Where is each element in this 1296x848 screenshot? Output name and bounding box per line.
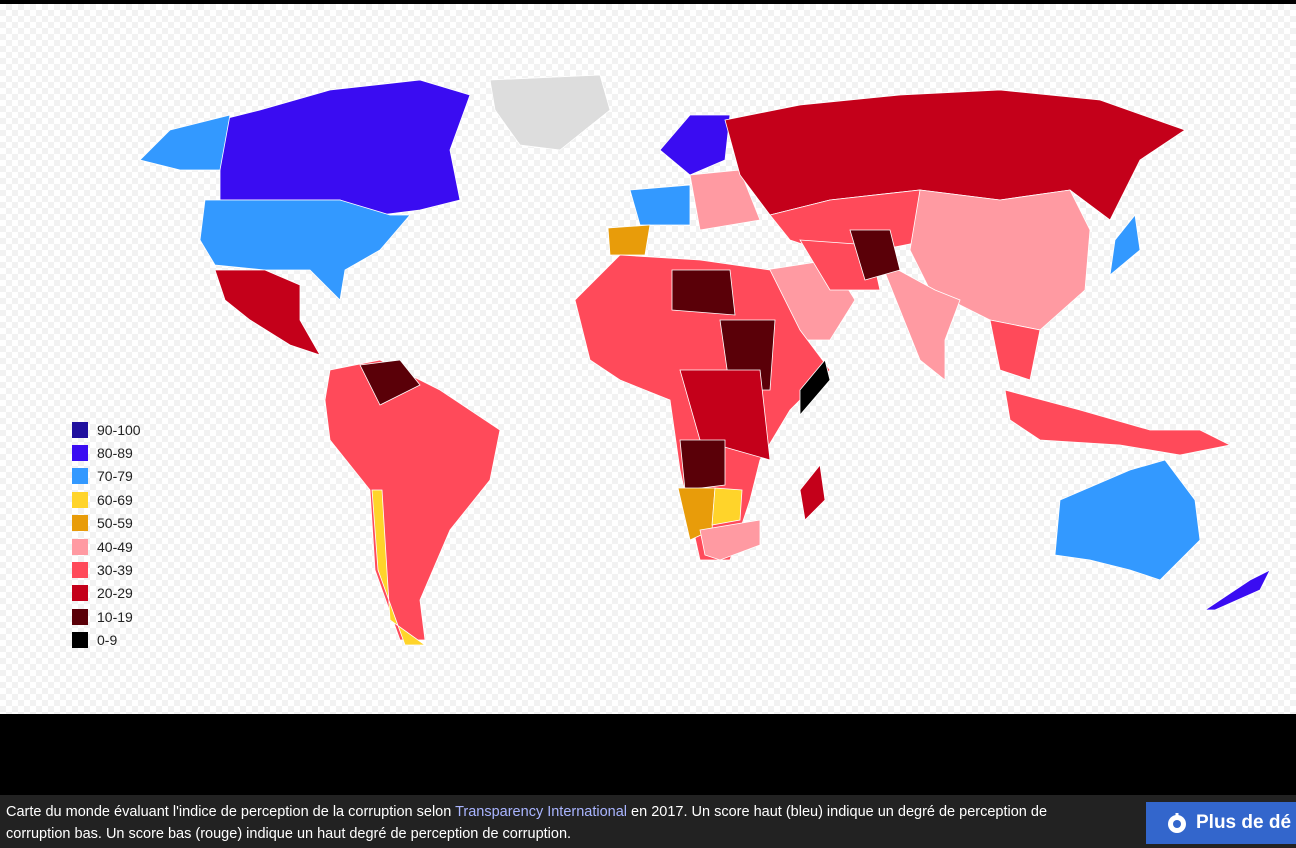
legend-label: 40-49	[97, 538, 133, 555]
caption-link[interactable]: Transparency International	[455, 804, 628, 820]
legend: 90-100 80-89 70-79 60-69 50-59 40-49 30-39 20-2…	[72, 418, 141, 652]
australia	[1054, 459, 1201, 581]
angola	[679, 439, 726, 491]
legend-swatch	[72, 445, 88, 462]
legend-item: 70-79	[72, 465, 141, 488]
button-label: Plus de dé	[1196, 812, 1292, 833]
caption-text: en 2017. Un score haut (bleu) indique un…	[6, 804, 1048, 842]
somalia	[799, 359, 831, 417]
japan	[1109, 214, 1141, 276]
legend-label: 20-29	[97, 585, 133, 602]
legend-item: 20-29	[72, 582, 141, 605]
caption-text: Carte du monde évaluant l'indice de perc…	[6, 804, 456, 820]
legend-swatch	[72, 515, 88, 532]
legend-item: 80-89	[72, 441, 141, 464]
legend-item: 30-39	[72, 558, 141, 581]
world-map	[139, 74, 1271, 646]
legend-label: 80-89	[97, 445, 133, 462]
eastern-europe	[689, 169, 761, 231]
greenland	[489, 74, 611, 151]
legend-swatch	[72, 491, 88, 508]
media-viewer: 90-100 80-89 70-79 60-69 50-59 40-49 30-39 20-2…	[0, 4, 1296, 714]
southeast-asia	[989, 319, 1041, 381]
new-zealand	[1203, 569, 1271, 611]
chile	[371, 489, 427, 646]
caption-bar: Carte du monde évaluant l'indice de perc…	[0, 795, 1296, 848]
china	[909, 189, 1091, 331]
legend-label: 90-100	[97, 421, 141, 438]
legend-swatch	[72, 562, 88, 579]
south-africa	[699, 519, 761, 561]
western-europe	[629, 184, 691, 226]
legend-item: 50-59	[72, 512, 141, 535]
legend-item: 0-9	[72, 629, 141, 652]
spain	[607, 224, 651, 256]
legend-label: 0-9	[97, 632, 118, 649]
details-button[interactable]: Plus de dé	[1146, 802, 1296, 844]
botswana	[711, 487, 743, 526]
legend-label: 60-69	[97, 491, 133, 508]
legend-label: 10-19	[97, 608, 133, 625]
legend-swatch	[72, 468, 88, 485]
caption: Carte du monde évaluant l'indice de perc…	[6, 801, 1076, 845]
legend-label: 30-39	[97, 562, 133, 579]
central-africa	[679, 369, 771, 461]
legend-item: 60-69	[72, 488, 141, 511]
legend-label: 50-59	[97, 515, 133, 532]
canada	[219, 79, 471, 216]
legend-item: 10-19	[72, 605, 141, 628]
legend-label: 70-79	[97, 468, 133, 485]
legend-item: 90-100	[72, 418, 141, 441]
button-icon	[1168, 813, 1186, 833]
mexico	[214, 269, 321, 356]
libya	[671, 269, 736, 316]
scandinavia	[659, 114, 731, 176]
legend-swatch	[72, 538, 88, 555]
alaska	[139, 114, 231, 171]
india	[879, 259, 961, 381]
indonesia	[1004, 389, 1232, 456]
afghanistan	[849, 229, 901, 281]
legend-swatch	[72, 585, 88, 602]
south-america	[324, 359, 501, 641]
legend-swatch	[72, 421, 88, 438]
legend-item: 40-49	[72, 535, 141, 558]
legend-swatch	[72, 632, 88, 649]
madagascar	[799, 464, 826, 521]
venezuela	[359, 359, 421, 406]
usa	[199, 199, 411, 301]
legend-swatch	[72, 608, 88, 625]
